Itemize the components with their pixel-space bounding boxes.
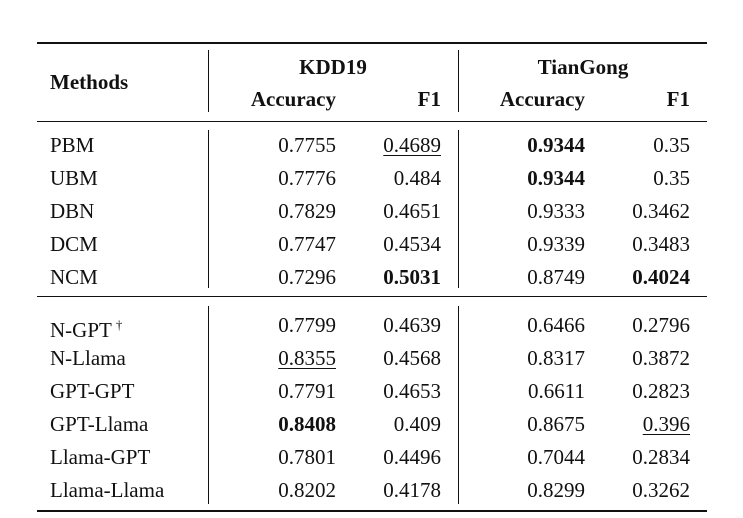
top-rule (37, 42, 707, 44)
cell-value: 0.8408 (278, 412, 336, 436)
footnote-mark: † (115, 317, 123, 332)
cell-value: 0.4653 (383, 379, 441, 403)
cell-value: 0.7799 (278, 313, 336, 337)
method-name: Llama-Llama (50, 478, 165, 502)
cell-value: 0.9333 (527, 199, 585, 223)
column-header: Accuracy (250, 87, 336, 111)
cell-value: 0.3262 (632, 478, 690, 502)
method-name: Llama-GPT (50, 445, 151, 469)
cell-value: 0.7747 (278, 232, 336, 256)
cell-value: 0.6466 (527, 313, 585, 337)
method-name: GPT-GPT (50, 379, 135, 403)
cell-value: 0.396 (642, 412, 690, 436)
method-name: GPT-Llama (50, 412, 149, 436)
cell-value: 0.8355 (278, 346, 336, 370)
cell-value: 0.8749 (527, 265, 585, 289)
column-divider (208, 306, 209, 504)
group-header: TianGong (537, 55, 629, 79)
cell-value: 0.35 (653, 133, 690, 157)
cell-value: 0.7755 (278, 133, 336, 157)
cell-value: 0.3872 (632, 346, 690, 370)
cell-value: 0.9344 (527, 166, 585, 190)
group-header: KDD19 (299, 55, 367, 79)
method-name: DCM (50, 232, 98, 256)
cell-value: 0.4024 (632, 265, 690, 289)
method-name: N-Llama (50, 346, 126, 370)
method-name: N-GPT † (50, 317, 123, 342)
column-divider (458, 306, 459, 504)
cell-value: 0.9339 (527, 232, 585, 256)
cell-value: 0.4534 (383, 232, 441, 256)
column-divider (458, 130, 459, 288)
methods-header: Methods (50, 70, 129, 94)
cell-value: 0.7776 (278, 166, 336, 190)
cell-value: 0.8317 (527, 346, 585, 370)
method-name: UBM (50, 166, 98, 190)
column-header: Accuracy (499, 87, 585, 111)
cell-value: 0.8202 (278, 478, 336, 502)
cell-value: 0.2823 (632, 379, 690, 403)
cell-value: 0.5031 (383, 265, 441, 289)
cell-value: 0.7296 (278, 265, 336, 289)
bottom-rule (37, 510, 707, 512)
section-rule (37, 296, 707, 297)
cell-value: 0.3462 (632, 199, 690, 223)
cell-value: 0.7829 (278, 199, 336, 223)
cell-value: 0.2834 (632, 445, 690, 469)
cell-value: 0.4639 (383, 313, 441, 337)
cell-value: 0.4496 (383, 445, 441, 469)
cell-value: 0.7791 (278, 379, 336, 403)
method-name: PBM (50, 133, 95, 157)
cell-value: 0.4568 (383, 346, 441, 370)
column-header: F1 (666, 87, 690, 111)
cell-value: 0.8675 (527, 412, 585, 436)
cell-value: 0.8299 (527, 478, 585, 502)
cell-value: 0.4689 (383, 133, 441, 157)
column-header: F1 (417, 87, 441, 111)
cell-value: 0.7044 (527, 445, 585, 469)
header-rule (37, 121, 707, 122)
method-name: NCM (50, 265, 98, 289)
column-divider (458, 50, 459, 112)
cell-value: 0.6611 (528, 379, 585, 403)
cell-value: 0.9344 (527, 133, 585, 157)
cell-value: 0.2796 (632, 313, 690, 337)
column-divider (208, 130, 209, 288)
cell-value: 0.484 (393, 166, 441, 190)
cell-value: 0.4178 (383, 478, 441, 502)
cell-value: 0.409 (393, 412, 441, 436)
method-name: DBN (50, 199, 95, 223)
cell-value: 0.3483 (632, 232, 690, 256)
column-divider (208, 50, 209, 112)
cell-value: 0.35 (653, 166, 690, 190)
cell-value: 0.4651 (383, 199, 441, 223)
cell-value: 0.7801 (278, 445, 336, 469)
